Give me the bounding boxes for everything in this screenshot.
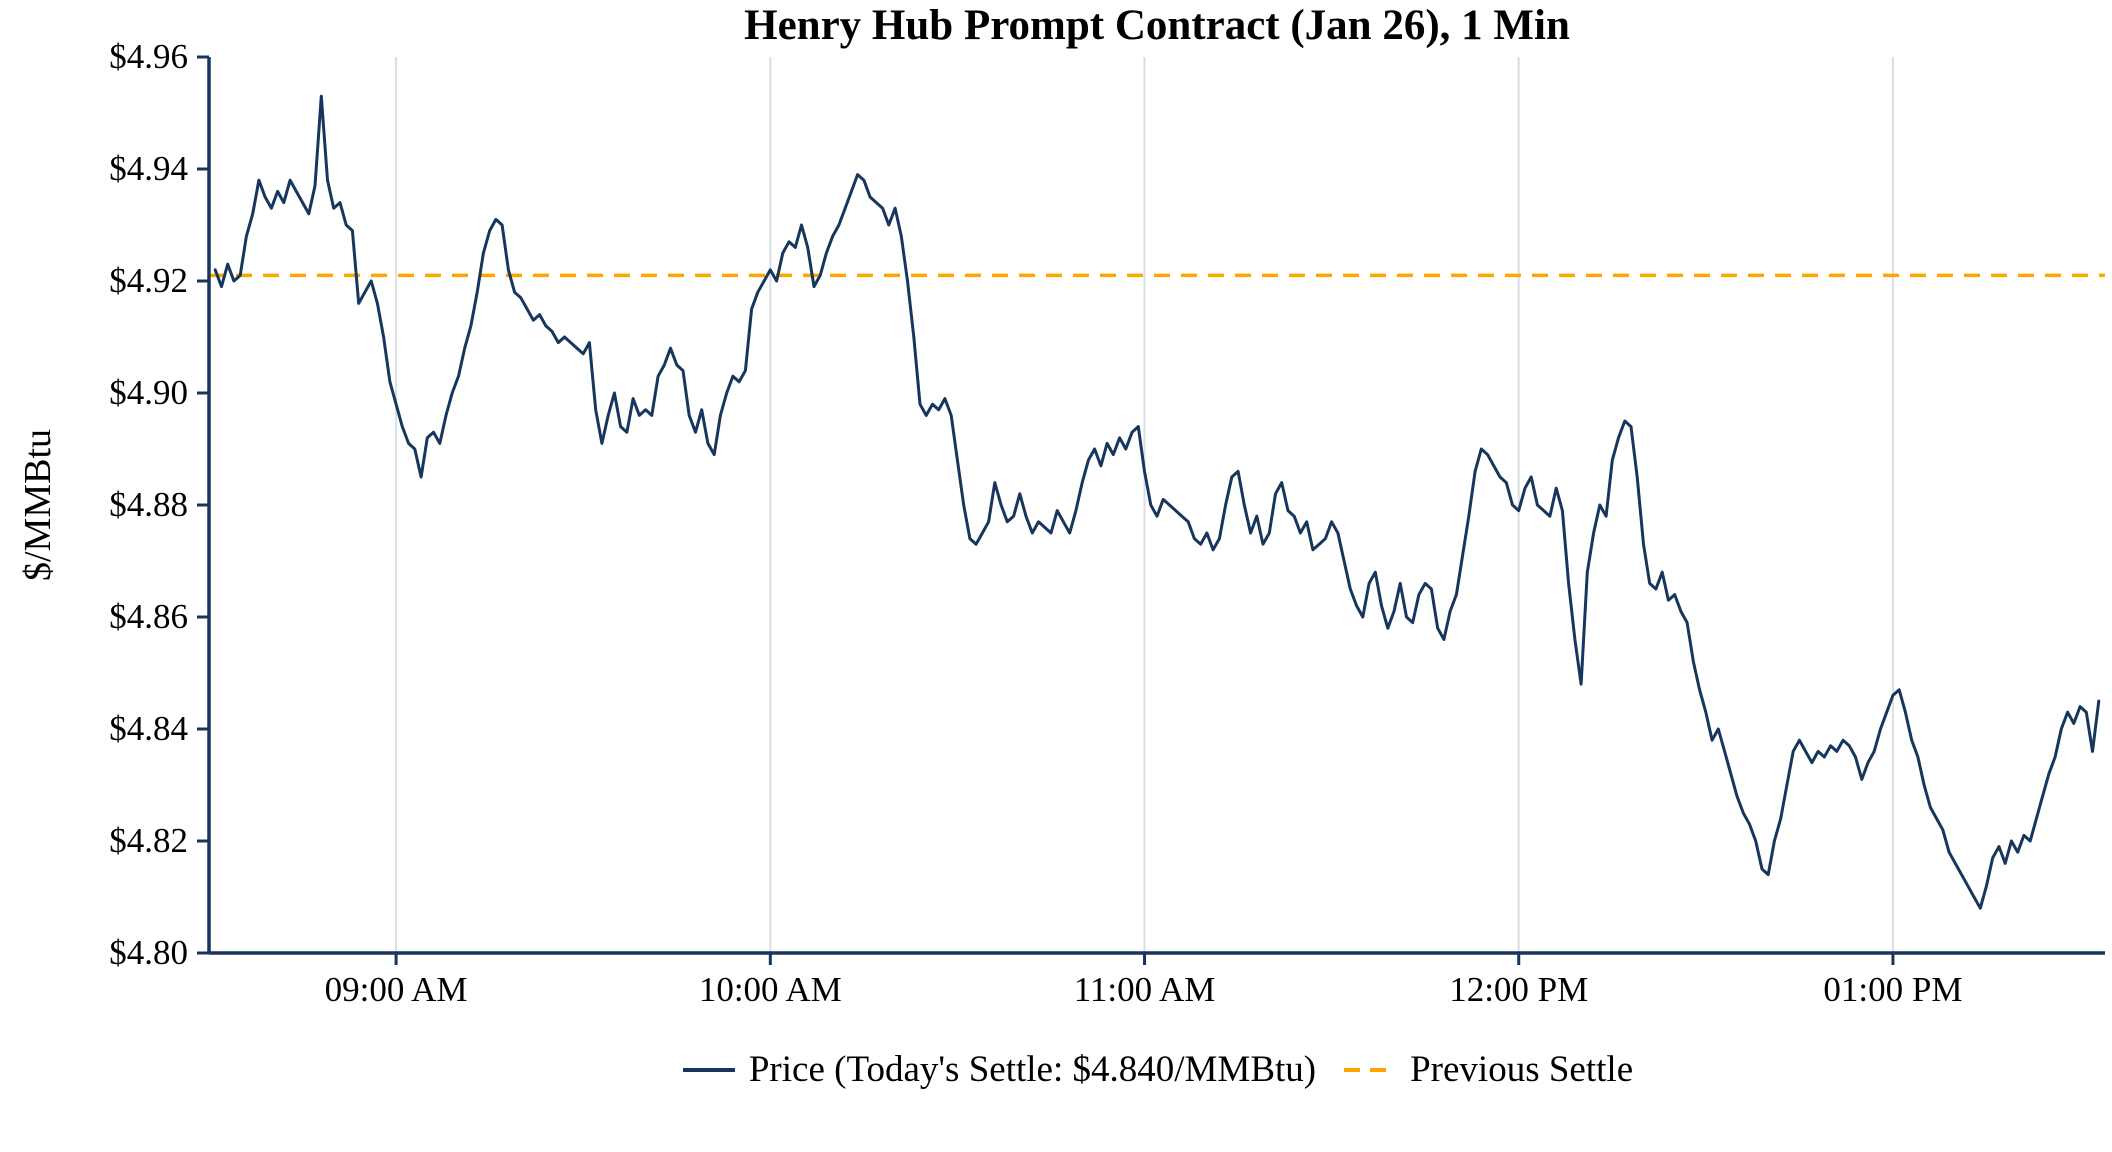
- legend-item-previous-settle: Previous Settle: [1342, 1048, 1633, 1091]
- y-tick-label: $4.86: [109, 597, 188, 636]
- y-tick-label: $4.94: [109, 149, 188, 188]
- legend-previous-settle-label: Previous Settle: [1410, 1049, 1634, 1090]
- x-tick-label: 09:00 AM: [324, 970, 468, 1009]
- chart-title: Henry Hub Prompt Contract (Jan 26), 1 Mi…: [744, 2, 1570, 49]
- y-tick-label: $4.92: [109, 261, 188, 300]
- legend-item-price: Price (Today's Settle: $4.840/MMBtu): [681, 1048, 1316, 1091]
- x-tick-label: 12:00 PM: [1449, 970, 1589, 1009]
- plot-area: [197, 55, 2105, 965]
- y-axis-label: $/MMBtu: [17, 428, 59, 582]
- y-tick-label: $4.82: [109, 821, 188, 860]
- y-tick-label: $4.96: [109, 37, 188, 76]
- y-tick-label: $4.88: [109, 485, 188, 524]
- x-tick-label: 10:00 AM: [698, 970, 842, 1009]
- legend-price-label: Price (Today's Settle: $4.840/MMBtu): [748, 1049, 1317, 1090]
- legend: Price (Today's Settle: $4.840/MMBtu) Pre…: [209, 1048, 2105, 1091]
- price-line: [213, 94, 2101, 910]
- previous-settle-swatch: [1344, 1067, 1397, 1072]
- x-tick-label: 11:00 AM: [1073, 970, 1216, 1009]
- plot-svg: [197, 55, 2105, 965]
- price-line-swatch: [682, 1067, 735, 1072]
- y-tick-label: $4.90: [109, 373, 188, 412]
- y-tick-label: $4.80: [109, 933, 188, 972]
- y-tick-label: $4.84: [109, 709, 188, 748]
- x-tick-label: 01:00 PM: [1823, 970, 1963, 1009]
